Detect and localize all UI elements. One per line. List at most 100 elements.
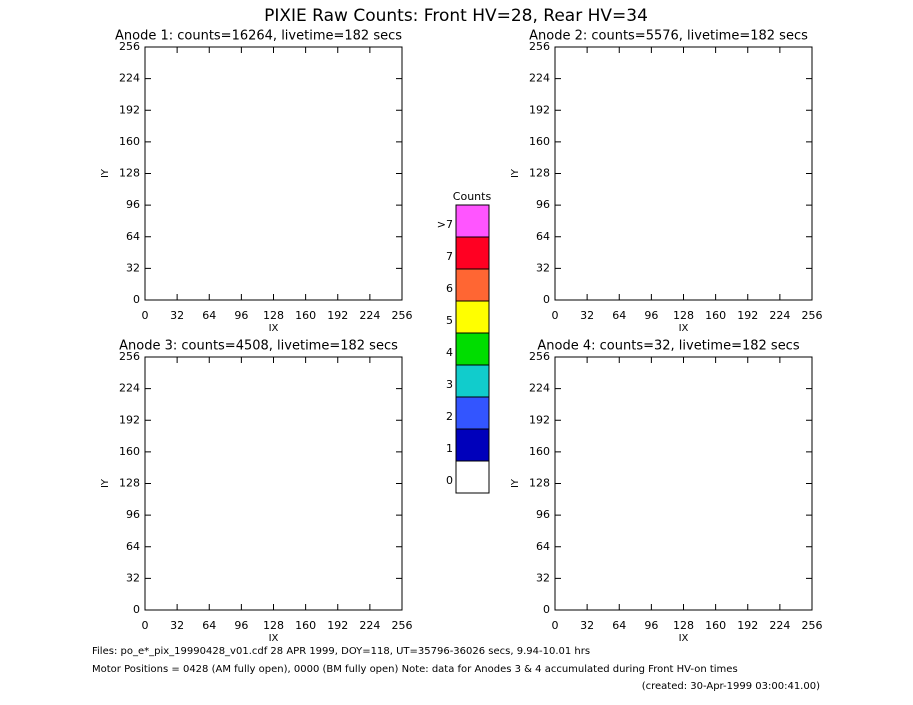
x-tick-label: 128 (673, 309, 694, 322)
y-tick-label: 64 (536, 230, 550, 243)
panel-title: Anode 3: counts=4508, livetime=182 secs (119, 339, 398, 354)
y-tick-label: 32 (536, 571, 550, 584)
x-tick-label: 256 (802, 619, 823, 632)
x-tick-label: 256 (392, 619, 413, 632)
y-tick-label: 256 (119, 40, 140, 53)
plot-area (554, 46, 813, 301)
colorbar-label: 7 (446, 250, 453, 263)
x-tick-label: 128 (263, 309, 284, 322)
footer-created: (created: 30-Apr-1999 03:00:41.00) (642, 681, 820, 692)
x-tick-label: 0 (142, 619, 149, 632)
y-tick-label: 160 (529, 135, 550, 148)
y-tick-label: 128 (119, 167, 140, 180)
x-tick-label: 96 (644, 619, 658, 632)
y-tick-label: 0 (133, 293, 140, 306)
y-axis-label: IY (100, 168, 111, 178)
colorbar-swatch (455, 428, 490, 462)
x-axis-label: IX (269, 633, 279, 644)
colorbar-swatch (455, 204, 490, 238)
colorbar-label: 3 (446, 378, 453, 391)
panel-title: Anode 1: counts=16264, livetime=182 secs (115, 29, 402, 44)
x-tick-label: 32 (580, 619, 594, 632)
colorbar-swatch (455, 364, 490, 398)
y-tick-label: 0 (543, 603, 550, 616)
colorbar-swatch (455, 460, 490, 494)
x-tick-label: 32 (580, 309, 594, 322)
y-tick-label: 160 (119, 135, 140, 148)
x-tick-label: 64 (612, 619, 626, 632)
colorbar-label: >7 (437, 218, 453, 231)
y-tick-label: 96 (126, 508, 140, 521)
x-tick-label: 160 (295, 309, 316, 322)
y-tick-label: 224 (119, 382, 140, 395)
x-tick-label: 224 (769, 619, 790, 632)
footer-line: Files: po_e*_pix_19990428_v01.cdf 28 APR… (92, 646, 590, 657)
y-axis-label: IY (510, 478, 521, 488)
y-tick-label: 192 (529, 413, 550, 426)
y-tick-label: 96 (536, 508, 550, 521)
x-tick-label: 224 (359, 619, 380, 632)
y-tick-label: 128 (529, 167, 550, 180)
x-tick-label: 0 (142, 309, 149, 322)
y-tick-label: 256 (119, 350, 140, 363)
panel-title: Anode 2: counts=5576, livetime=182 secs (529, 29, 808, 44)
y-axis-label: IY (510, 168, 521, 178)
y-tick-label: 32 (126, 571, 140, 584)
x-tick-label: 192 (737, 619, 758, 632)
y-tick-label: 192 (119, 103, 140, 116)
x-tick-label: 160 (705, 619, 726, 632)
y-tick-label: 64 (536, 540, 550, 553)
colorbar-label: 1 (446, 442, 453, 455)
y-tick-label: 192 (119, 413, 140, 426)
x-tick-label: 96 (234, 619, 248, 632)
x-tick-label: 192 (327, 619, 348, 632)
y-tick-label: 192 (529, 103, 550, 116)
colorbar-label: 4 (446, 346, 453, 359)
y-tick-label: 0 (133, 603, 140, 616)
x-tick-label: 192 (737, 309, 758, 322)
y-tick-label: 96 (126, 198, 140, 211)
y-tick-label: 0 (543, 293, 550, 306)
colorbar-swatch (455, 396, 490, 430)
y-tick-label: 96 (536, 198, 550, 211)
x-axis-label: IX (269, 323, 279, 334)
page-title: PIXIE Raw Counts: Front HV=28, Rear HV=3… (264, 6, 648, 26)
colorbar-title: Counts (453, 190, 492, 203)
plot-area (554, 356, 813, 611)
x-tick-label: 64 (612, 309, 626, 322)
x-tick-label: 160 (295, 619, 316, 632)
y-tick-label: 160 (529, 445, 550, 458)
colorbar-swatch (455, 268, 490, 302)
colorbar-label: 2 (446, 410, 453, 423)
x-tick-label: 128 (673, 619, 694, 632)
x-tick-label: 128 (263, 619, 284, 632)
colorbar-label: 0 (446, 474, 453, 487)
x-tick-label: 96 (234, 309, 248, 322)
y-tick-label: 256 (529, 40, 550, 53)
x-tick-label: 0 (552, 619, 559, 632)
y-tick-label: 128 (529, 477, 550, 490)
x-tick-label: 64 (202, 619, 216, 632)
panel-title: Anode 4: counts=32, livetime=182 secs (537, 339, 799, 354)
colorbar-label: 5 (446, 314, 453, 327)
y-tick-label: 32 (536, 261, 550, 274)
plot-area (144, 356, 403, 611)
colorbar-label: 6 (446, 282, 453, 295)
x-axis-label: IX (679, 633, 689, 644)
y-tick-label: 64 (126, 230, 140, 243)
y-tick-label: 64 (126, 540, 140, 553)
y-tick-label: 256 (529, 350, 550, 363)
y-tick-label: 32 (126, 261, 140, 274)
x-tick-label: 32 (170, 619, 184, 632)
x-axis-label: IX (679, 323, 689, 334)
x-tick-label: 96 (644, 309, 658, 322)
x-tick-label: 256 (802, 309, 823, 322)
colorbar-swatch (455, 300, 490, 334)
x-tick-label: 64 (202, 309, 216, 322)
y-tick-label: 224 (529, 72, 550, 85)
y-tick-label: 224 (529, 382, 550, 395)
y-tick-label: 224 (119, 72, 140, 85)
x-tick-label: 32 (170, 309, 184, 322)
colorbar-swatch (455, 236, 490, 270)
